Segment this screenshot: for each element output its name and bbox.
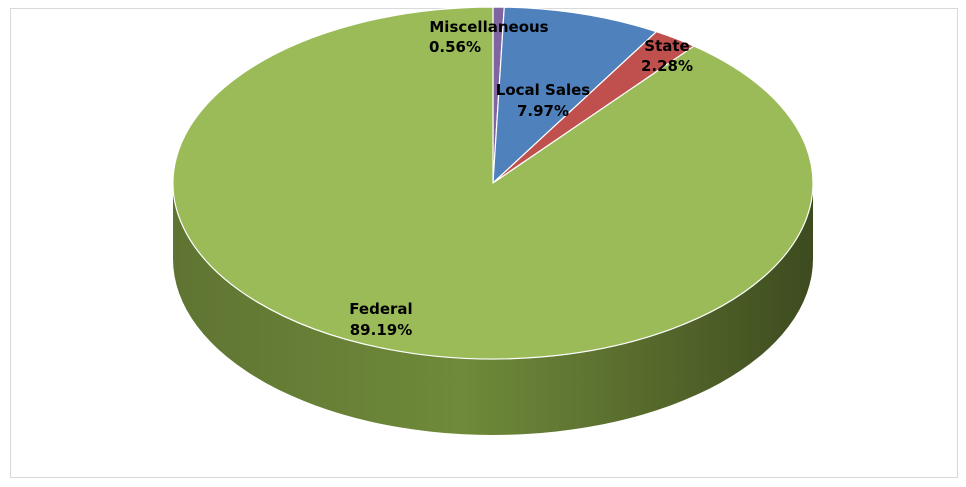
slice-label-miscellaneous: Miscellaneous — [429, 18, 548, 36]
slice-label-state: State — [644, 37, 689, 55]
slice-label-local-sales: Local Sales — [496, 81, 590, 99]
slice-value-miscellaneous: 0.56% — [429, 38, 481, 56]
slice-value-federal: 89.19% — [350, 321, 412, 339]
pie-top-layer — [172, 6, 814, 360]
slice-label-federal: Federal — [349, 300, 412, 318]
pie-slice-local-sales — [492, 6, 658, 184]
pie-label-layer: Miscellaneous 0.56% Local Sales 7.97% St… — [349, 18, 693, 339]
pie-side-layer — [173, 183, 813, 435]
slice-value-state: 2.28% — [641, 57, 693, 75]
pie-side-federal — [173, 183, 813, 435]
slice-value-local-sales: 7.97% — [517, 102, 569, 120]
pie-slice-federal — [172, 6, 814, 360]
